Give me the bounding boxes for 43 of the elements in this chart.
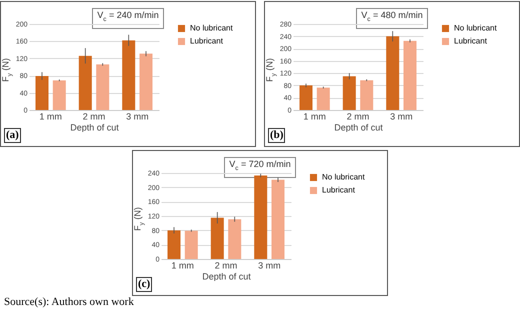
legend-label: Lubricant [454, 36, 488, 46]
bar [210, 218, 224, 259]
text: (c) [136, 277, 152, 292]
bar [360, 80, 374, 110]
legend-label: No lubricant [190, 24, 234, 32]
bar [228, 219, 242, 259]
bar [272, 180, 284, 259]
chart-title: V$_{c}$ = 720 m/min [224, 157, 296, 178]
bar [36, 76, 48, 110]
x-tick-label: 1 mm [39, 112, 62, 122]
legend-label: No lubricant [454, 24, 498, 32]
bar [184, 230, 198, 259]
bar [404, 40, 416, 110]
x-tick-label: 3 mm [390, 112, 413, 122]
legend-label: Lubricant [190, 36, 224, 46]
bar [122, 40, 136, 110]
bar [342, 76, 356, 110]
x-axis-title: Depth of cut [202, 272, 252, 282]
bar [300, 85, 312, 110]
x-tick-label: 3 mm [258, 260, 281, 270]
x-tick-label: 2 mm [214, 260, 238, 270]
source-note: Source(s): Authors own work [4, 296, 134, 308]
bar [78, 56, 92, 110]
bar [168, 230, 180, 259]
legend-label: Lubricant [322, 186, 356, 194]
bar [96, 64, 110, 110]
chart-title: V$_{c}$ = 480 m/min [356, 8, 428, 29]
legend-label: No lubricant [322, 172, 366, 182]
x-tick-label: 2 mm [346, 112, 370, 122]
text: (a) [4, 128, 21, 143]
bar [386, 36, 400, 110]
bar [52, 80, 66, 110]
text: (b) [268, 128, 286, 143]
bar [316, 88, 330, 110]
chart-title: V$_{c}$ = 240 m/min [92, 8, 164, 29]
x-axis-title: Depth of cut [334, 122, 384, 132]
x-axis-title: Depth of cut [70, 122, 120, 132]
bar [254, 176, 268, 259]
x-tick-label: 1 mm [303, 112, 326, 122]
bar [140, 54, 152, 110]
x-tick-label: 3 mm [126, 112, 149, 122]
x-tick-label: 2 mm [82, 112, 106, 122]
x-tick-label: 1 mm [171, 260, 194, 270]
